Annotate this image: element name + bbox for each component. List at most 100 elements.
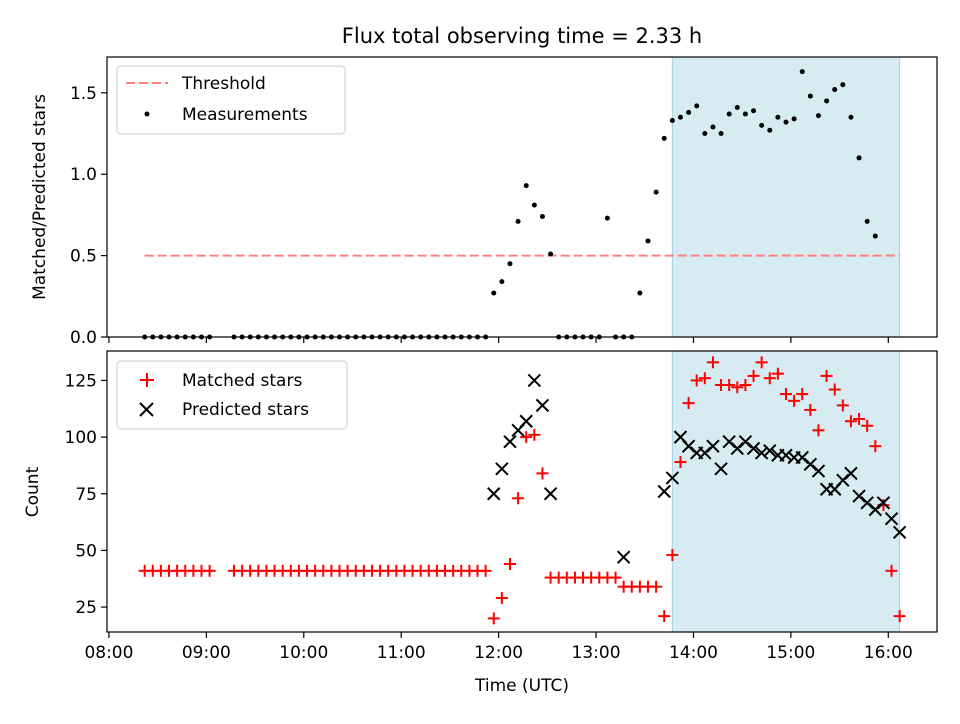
matched-star-point [698, 372, 711, 385]
predicted-star-point [535, 398, 550, 413]
measurement-point [856, 155, 862, 161]
measurement-point [718, 131, 724, 137]
top-highlight-span [671, 56, 901, 338]
measurement-point [661, 135, 667, 141]
measurements-legend-swatch [144, 111, 150, 117]
measurement-point [791, 116, 797, 122]
matched-star-point [723, 378, 736, 391]
x-tick-label: 08:00 [84, 643, 133, 663]
matched-star-point [771, 367, 784, 380]
bottom-legend: Matched stars Predicted stars [116, 360, 348, 430]
bottom-ylabel: Count [23, 466, 43, 517]
top-legend: Threshold Measurements [116, 65, 346, 135]
predicted-star-point [876, 496, 891, 510]
matched-star-point [844, 415, 857, 428]
matched-star-point [893, 610, 906, 623]
top-legend-box [116, 65, 346, 135]
bottom-legend-box [116, 360, 348, 430]
matched-star-point [487, 612, 500, 625]
x-tick-label: 09:00 [182, 643, 231, 663]
bottom-plot-frame [106, 350, 938, 633]
measurement-point [499, 279, 505, 285]
measurement-point [783, 119, 789, 125]
top-plot-frame [106, 56, 938, 338]
y-tick-label: 50 [75, 541, 97, 561]
matched-star-point [853, 412, 866, 425]
matched-star-point [503, 558, 516, 571]
predicted-star-point [892, 525, 907, 539]
measurement-point [702, 131, 708, 137]
predicted-star-point [811, 464, 826, 478]
matched-star-point [203, 564, 216, 577]
matched-star-point [658, 610, 671, 623]
measurement-point [645, 238, 651, 244]
matched-star-point [674, 456, 687, 469]
matched-star-point [820, 369, 833, 382]
measurement-point [531, 202, 537, 208]
x-tick-label: 14:00 [669, 643, 718, 663]
predicted-star-point [754, 446, 769, 460]
measurement-point [726, 111, 732, 117]
measurement-point [824, 98, 830, 104]
measurement-point [848, 114, 854, 120]
measurement-point [694, 103, 700, 109]
x-tick-label: 15:00 [766, 643, 815, 663]
threshold-legend-label: Threshold [181, 74, 266, 94]
matched-star-point [739, 378, 752, 391]
measurement-point [539, 214, 545, 220]
predicted-star-point [884, 511, 899, 526]
measurement-point [677, 114, 683, 120]
y-tick-label: 1.5 [70, 84, 97, 104]
top-y-axis: 0.0 0.5 1.0 1.5 [70, 84, 107, 348]
x-tick-label: 11:00 [377, 643, 426, 663]
x-tick-label: 16:00 [864, 643, 913, 663]
predicted-star-point [487, 487, 501, 501]
matched-legend-swatch [140, 373, 154, 387]
y-tick-label: 0.5 [70, 247, 97, 267]
matched-star-point [536, 467, 549, 480]
matched-star-point [836, 399, 849, 412]
measurement-point [872, 233, 878, 239]
measurement-point [815, 113, 821, 119]
measurement-point [515, 218, 521, 224]
matched-star-point [528, 428, 541, 441]
matched-star-point [731, 381, 744, 394]
measurement-point [604, 215, 610, 221]
measurement-point [807, 93, 813, 99]
measurement-point [742, 111, 748, 117]
measurement-point [832, 87, 838, 93]
matched-star-point [690, 374, 703, 387]
y-tick-label: 75 [75, 485, 97, 505]
x-tick-label: 13:00 [572, 643, 621, 663]
top-x-axis [108, 337, 889, 343]
measurement-point [734, 104, 740, 110]
predicted-star-point [706, 439, 720, 453]
bottom-x-axis: 08:00 09:00 10:00 11:00 12:00 13:00 14:00 15:00… [84, 632, 913, 663]
predicted-star-point [746, 441, 761, 456]
matched-star-point [885, 564, 898, 577]
predicted-star-point [519, 414, 533, 428]
y-tick-label: 125 [65, 371, 97, 391]
predicted-star-point [503, 434, 517, 449]
matched-star-point [755, 356, 768, 369]
measurement-point [669, 117, 675, 123]
matched-star-point [512, 492, 525, 505]
measurement-point [686, 109, 692, 115]
predicted-star-point [714, 462, 728, 476]
matched-star-point [520, 431, 533, 444]
matched-star-point [804, 403, 817, 416]
matched-star-point [869, 440, 882, 453]
measurement-point [799, 69, 805, 75]
x-tick-label: 12:00 [474, 643, 523, 663]
predicted-star-point [779, 448, 793, 462]
y-tick-label: 25 [75, 598, 97, 618]
matched-star-point [788, 394, 801, 407]
chart-title: Flux total observing time = 2.33 h [342, 24, 702, 48]
predicted-star-point [543, 487, 558, 501]
matched-star-point [495, 592, 508, 605]
matched-legend-label: Matched stars [182, 371, 302, 391]
measurement-point [767, 127, 773, 133]
matched-star-point [780, 388, 793, 401]
bottom-panel: 25 50 75 100 125 08:00 09:00 10:00 11:00 12:00 13… [23, 350, 938, 696]
